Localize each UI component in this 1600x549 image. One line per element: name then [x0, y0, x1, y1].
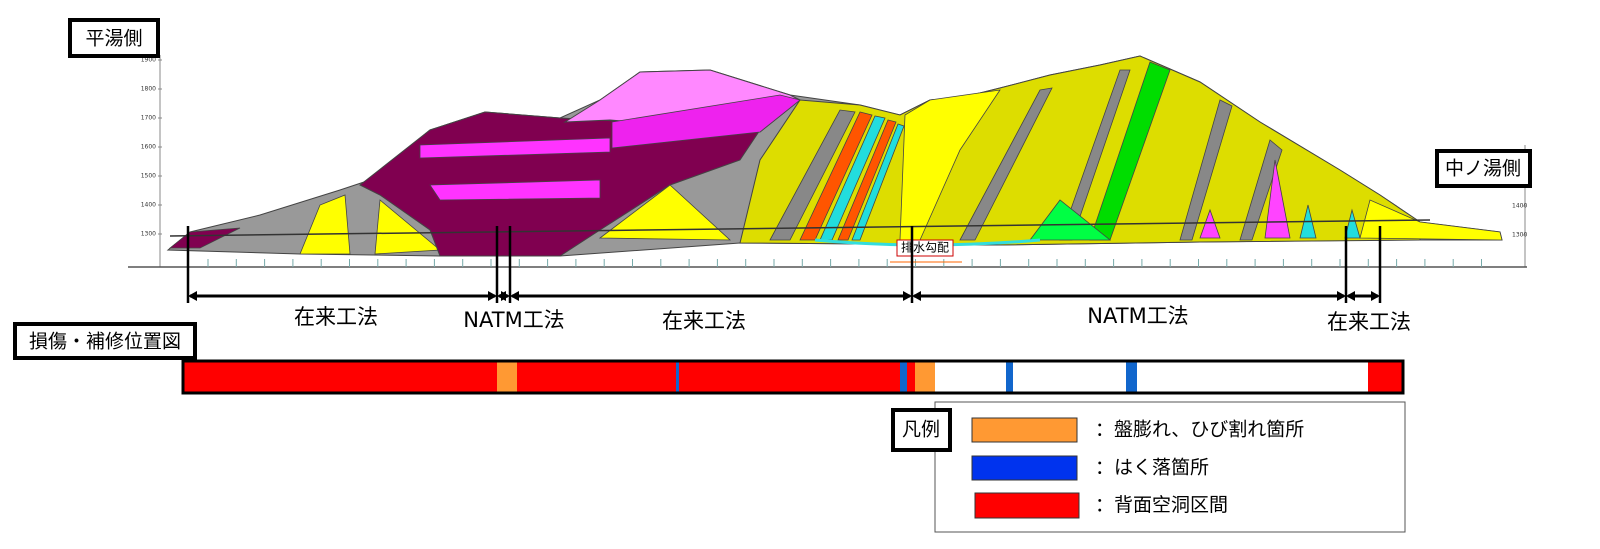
cavity-section [183, 361, 497, 393]
arrow-head [488, 291, 497, 301]
elevation-label: 1900 [141, 57, 156, 64]
drainage-label: 排水勾配 [901, 241, 949, 255]
damage-map-title: 損傷・補修位置図 [29, 331, 181, 353]
legend-title-box [891, 408, 952, 452]
magenta-band [1264, 159, 1291, 239]
gray-band [959, 87, 1053, 241]
method-label: NATM工法 [463, 308, 564, 332]
method-label: 在来工法 [294, 305, 378, 329]
magenta-band [419, 137, 611, 159]
arrow-head [1337, 291, 1346, 301]
gray-band [769, 109, 856, 241]
damage-bar-frame [181, 359, 1405, 395]
arrow-head [501, 291, 510, 301]
elevation-label: 1400 [141, 202, 156, 209]
elevation-label: 1800 [141, 86, 156, 93]
construction-methods: 在来工法 NATM工法 在来工法 NATM工法 在来工法 [186, 226, 1411, 334]
green-band [1029, 199, 1112, 241]
heave-crack-section [497, 361, 517, 393]
side-left-box [68, 18, 160, 58]
gray-band [1239, 139, 1283, 241]
spalling-section [1126, 361, 1137, 393]
geology-section [166, 55, 1503, 263]
heave-crack-section [915, 361, 935, 393]
damage-title-box [13, 322, 197, 360]
arrow-head [188, 291, 197, 301]
spalling-section [1006, 361, 1013, 393]
method-label: 在来工法 [662, 309, 746, 333]
elevation-label: 1300 [1512, 232, 1527, 239]
tunnel-line [169, 219, 1431, 237]
elevation-scale-right: 1400 1300 [1512, 203, 1527, 239]
spalling-section [676, 361, 679, 393]
cyan-band [1344, 208, 1361, 239]
legend-items: ：盤膨れ、ひび割れ箇所 ：はく落箇所 ：背面空洞区間 [971, 417, 1304, 519]
yellow-layer [1359, 199, 1503, 241]
legend-title: 凡例 [902, 419, 940, 441]
side-right-label: 中ノ湯側 [1445, 158, 1521, 180]
legend-swatch [971, 455, 1078, 481]
orange-band [837, 119, 897, 241]
elevation-label: 1600 [141, 144, 156, 151]
method-label: 在来工法 [1327, 310, 1411, 334]
elevation-label: 1700 [141, 115, 156, 122]
arrow-head [903, 291, 912, 301]
cyan-band [851, 123, 905, 241]
legend-label: ：背面空洞区間 [1095, 494, 1228, 516]
cavity-section [517, 361, 905, 393]
legend-swatch [971, 417, 1078, 443]
magenta-band [429, 179, 601, 201]
method-label: NATM工法 [1087, 304, 1188, 328]
station-ticks [207, 259, 1482, 267]
yellow-layer [299, 194, 351, 255]
side-right-box [1435, 149, 1532, 188]
elevation-label: 1300 [141, 231, 156, 238]
yellow-layer [374, 199, 442, 255]
orange-band [799, 111, 873, 241]
elevation-label: 1500 [141, 173, 156, 180]
legend-label: ：はく落箇所 [1095, 457, 1209, 479]
elevation-label: 1400 [1512, 203, 1527, 210]
arrow-head [1371, 291, 1380, 301]
magenta-band [1199, 208, 1221, 239]
cavity-section [907, 361, 915, 393]
cavity-section [1368, 361, 1403, 393]
damage-bar [181, 359, 1405, 395]
gray-band [1179, 99, 1233, 241]
legend-swatch [974, 492, 1080, 519]
arrow-head [912, 291, 921, 301]
side-left-label: 平湯側 [85, 28, 142, 50]
arrow-head [510, 291, 519, 301]
elevation-scale-left: 1900 1800 1700 1600 1500 1400 1300 [141, 57, 162, 238]
spalling-section [900, 361, 907, 393]
yellow-layer [598, 184, 732, 241]
legend-label: ：盤膨れ、ひび割れ箇所 [1095, 419, 1304, 441]
magenta-band [611, 94, 801, 149]
arrow-head [1346, 291, 1355, 301]
